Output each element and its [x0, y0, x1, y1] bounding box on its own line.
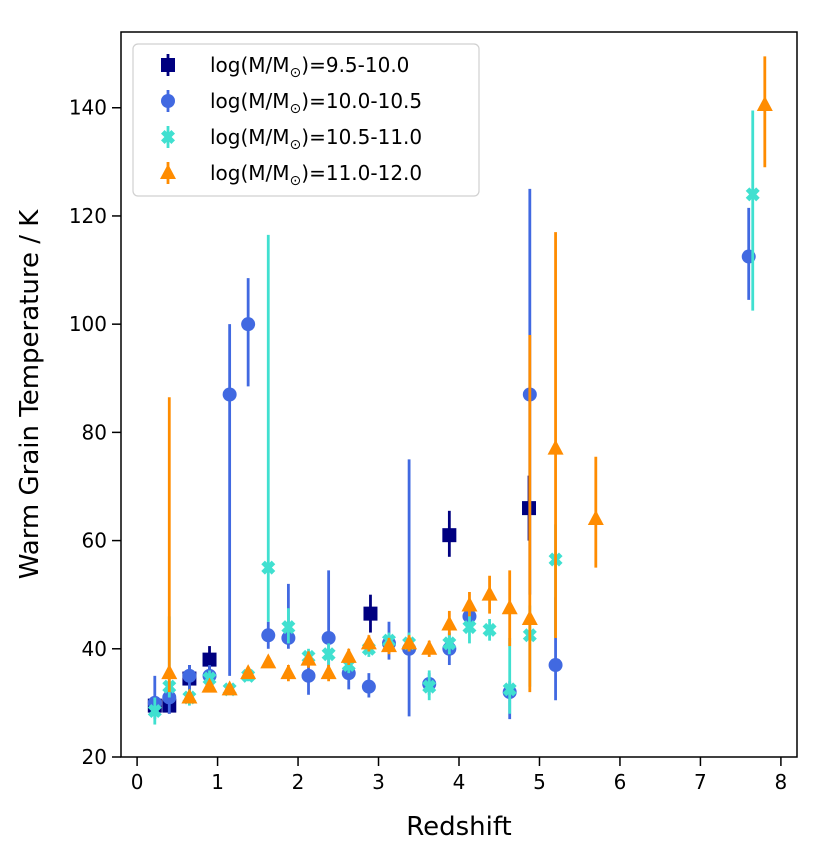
- y-tick-label: 40: [82, 637, 107, 661]
- triangle-point: [501, 599, 518, 615]
- series-3: [147, 110, 760, 725]
- circle-point: [222, 387, 237, 402]
- legend-triangle-marker: [160, 164, 176, 179]
- triangle-point: [481, 585, 498, 601]
- x-tick-label: 0: [131, 770, 144, 794]
- triangle-point: [260, 653, 277, 669]
- legend-entry-label: log(M/M⊙)=9.5-10.0: [210, 53, 409, 81]
- triangle-point: [401, 634, 418, 650]
- circle-point: [321, 630, 336, 645]
- x-point: [442, 636, 457, 651]
- x-point: [261, 560, 276, 575]
- legend-box: [132, 43, 480, 197]
- triangle-point: [201, 677, 218, 693]
- x-point: [321, 647, 336, 662]
- y-tick-label: 140: [69, 96, 107, 120]
- x-point: [502, 682, 517, 697]
- x-axis-label: Redshift: [406, 812, 512, 842]
- x-point: [462, 620, 477, 635]
- circle-point: [548, 658, 563, 673]
- x-point: [482, 622, 497, 637]
- x-point: [422, 679, 437, 694]
- y-tick-label: 80: [82, 420, 107, 444]
- circle-point: [241, 317, 256, 332]
- x-point: [281, 620, 296, 635]
- legend-entry-label: log(M/M⊙)=10.0-10.5: [210, 89, 422, 117]
- legend: log(M/M⊙)=9.5-10.0 log(M/M⊙)=10.0-10.5 log…: [132, 43, 480, 197]
- triangle-point: [461, 596, 478, 612]
- square-point: [442, 528, 457, 543]
- legend-square-marker: [161, 58, 175, 72]
- triangle-point: [380, 637, 397, 653]
- legend-entry-label: log(M/M⊙)=11.0-12.0: [210, 161, 422, 189]
- triangle-point: [756, 96, 773, 112]
- y-tick-label: 20: [82, 745, 107, 769]
- triangle-point: [280, 664, 297, 680]
- triangle-point: [521, 610, 538, 626]
- square-point: [363, 606, 378, 621]
- x-tick-label: 7: [694, 770, 707, 794]
- circle-point: [182, 668, 197, 683]
- y-axis-label: Warm Grain Temperature / K: [15, 209, 45, 580]
- legend-x-marker: [161, 130, 175, 144]
- x-point: [745, 187, 760, 202]
- circle-point: [261, 628, 276, 643]
- triangle-point: [320, 664, 337, 680]
- circle-point: [361, 679, 376, 694]
- triangle-point: [340, 647, 357, 663]
- y-tick-label: 60: [82, 529, 107, 553]
- y-tick-label: 100: [69, 312, 107, 336]
- x-tick-label: 1: [211, 770, 224, 794]
- triangle-point: [181, 688, 198, 704]
- square-point: [202, 652, 217, 667]
- triangle-point: [441, 615, 458, 631]
- triangle-point: [421, 639, 438, 655]
- triangle-point: [300, 650, 317, 666]
- triangle-point: [240, 664, 257, 680]
- x-tick-label: 4: [453, 770, 466, 794]
- legend-circle-marker: [161, 94, 175, 108]
- x-tick-label: 5: [533, 770, 546, 794]
- triangle-point: [221, 680, 238, 696]
- series-4: [161, 56, 773, 704]
- triangle-point: [547, 439, 564, 455]
- x-tick-label: 3: [372, 770, 385, 794]
- plot-frame: [120, 31, 798, 758]
- circle-point: [301, 668, 316, 683]
- triangle-point: [587, 509, 604, 525]
- axes-layer: 0 1 2 3 4 5 6 7 8 20 40 60 80 100 120 140: [69, 96, 787, 794]
- x-point: [147, 704, 162, 719]
- x-tick-label: 8: [775, 770, 788, 794]
- legend-entry-label: log(M/M⊙)=10.5-11.0: [210, 125, 422, 153]
- triangle-point: [161, 664, 178, 680]
- y-tick-label: 120: [69, 204, 107, 228]
- triangle-point: [360, 634, 377, 650]
- data-layer: [147, 56, 773, 725]
- x-tick-label: 6: [614, 770, 627, 794]
- x-tick-label: 2: [292, 770, 305, 794]
